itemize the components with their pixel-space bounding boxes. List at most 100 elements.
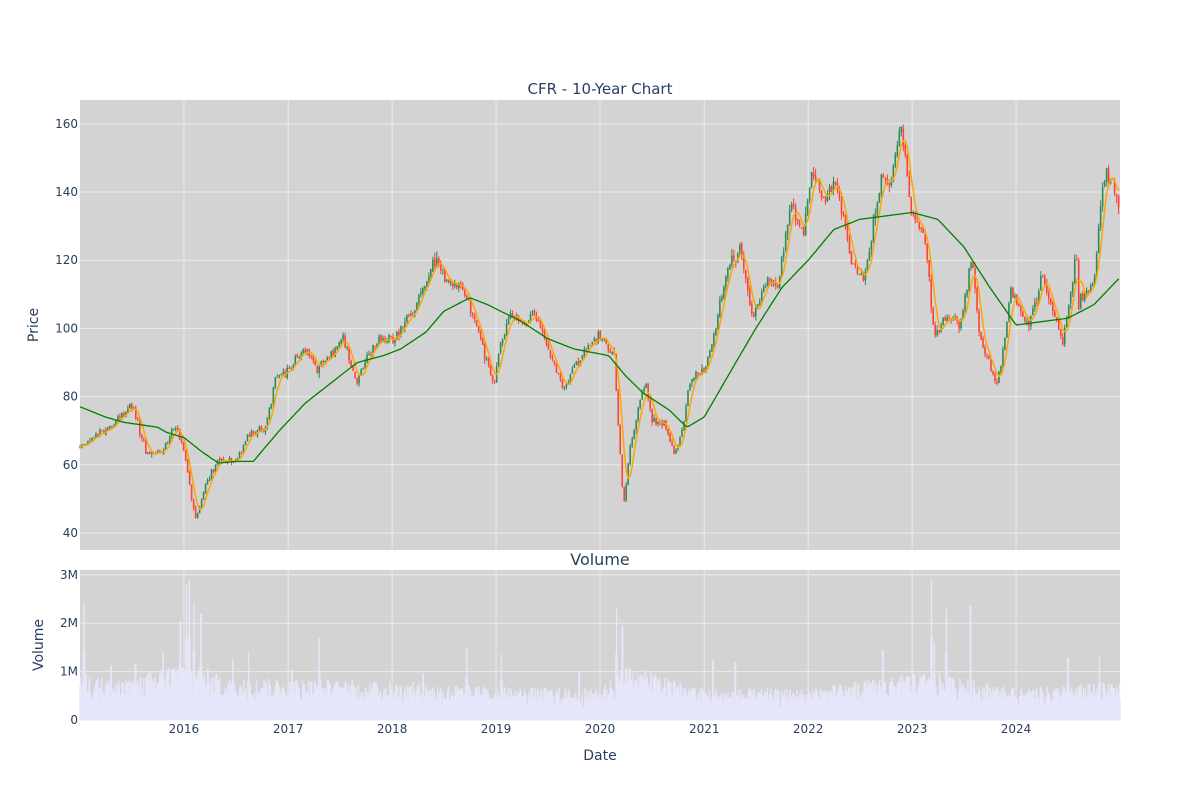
- candle-body: [398, 331, 400, 336]
- candle-body: [743, 256, 745, 270]
- candle-body: [567, 382, 570, 384]
- candle-body: [463, 290, 466, 296]
- candle-body: [541, 328, 544, 332]
- candle-body: [382, 338, 384, 341]
- date-tick-label: 2017: [273, 722, 304, 736]
- date-tick-label: 2022: [793, 722, 824, 736]
- candle-body: [174, 427, 177, 430]
- candle-body: [242, 445, 245, 453]
- candle-body: [870, 241, 873, 250]
- candle-body: [725, 276, 727, 288]
- candle-body: [633, 429, 635, 440]
- volume-bar: [1112, 688, 1114, 720]
- candle-body: [547, 343, 550, 350]
- candle-body: [1016, 294, 1018, 305]
- candle-body: [192, 499, 195, 509]
- candle-body: [372, 344, 374, 354]
- candle-body: [868, 251, 871, 260]
- candle-body: [300, 352, 303, 359]
- candle-body: [252, 431, 255, 434]
- candle-body: [418, 294, 420, 303]
- candle-body: [350, 360, 352, 367]
- candle-body: [1010, 287, 1012, 304]
- candle-body: [637, 407, 639, 421]
- candle-body: [643, 388, 645, 392]
- candle-body: [142, 438, 145, 441]
- volume-bar: [953, 683, 955, 720]
- candle-body: [717, 314, 719, 329]
- candle-body: [184, 450, 187, 461]
- candle-body: [750, 303, 753, 314]
- volume-bar: [166, 671, 168, 720]
- candle-body: [430, 269, 432, 277]
- candle-body: [180, 439, 183, 444]
- candle-body: [914, 215, 917, 220]
- volume-bars: [79, 579, 1121, 720]
- volume-bar: [815, 687, 817, 720]
- candle-body: [703, 368, 705, 373]
- candle-body: [87, 440, 89, 445]
- candle-body: [230, 458, 233, 463]
- candle-body: [976, 287, 978, 311]
- candle-body: [872, 218, 875, 243]
- candle-body: [473, 315, 476, 320]
- candle-body: [535, 316, 538, 321]
- candle-body: [653, 417, 655, 422]
- candle-body: [860, 272, 863, 275]
- candle-body: [800, 227, 803, 229]
- candle-body: [840, 199, 843, 214]
- price-axis-label: Price: [26, 308, 42, 342]
- candle-body: [137, 418, 139, 420]
- candle-body: [485, 358, 488, 360]
- candle-body: [493, 381, 496, 383]
- candle-body: [551, 357, 554, 361]
- volume-bar: [636, 673, 639, 720]
- candle-body: [453, 283, 456, 287]
- candle-body: [1002, 349, 1004, 367]
- candle-body: [599, 330, 602, 341]
- candle-body: [420, 292, 422, 295]
- candle-body: [150, 452, 153, 454]
- candle-body: [858, 274, 861, 276]
- candle-body: [623, 486, 626, 501]
- candle-body: [129, 404, 131, 409]
- candle-body: [705, 366, 707, 373]
- candle-body: [461, 283, 464, 291]
- candle-body: [932, 308, 934, 325]
- candle-body: [200, 499, 203, 507]
- candle-body: [1107, 168, 1110, 184]
- candle-body: [661, 421, 663, 426]
- candle-body: [95, 433, 97, 438]
- candle-body: [115, 420, 117, 426]
- candle-body: [701, 368, 703, 376]
- candle-body: [348, 347, 350, 361]
- candle-body: [936, 329, 938, 336]
- candle-body: [968, 268, 970, 291]
- candle-body: [368, 354, 370, 355]
- volume-bar: [88, 676, 91, 720]
- candle-body: [434, 258, 436, 268]
- candle-body: [737, 253, 739, 262]
- candle-body: [503, 334, 506, 339]
- candle-body: [1053, 311, 1056, 318]
- candle-body: [958, 321, 960, 329]
- volume-bar: [131, 683, 133, 720]
- candle-body: [842, 212, 845, 216]
- candle-body: [445, 279, 448, 282]
- candle-body: [1115, 194, 1118, 197]
- price-tick-label: 60: [63, 458, 78, 472]
- price-tick-label: 40: [63, 526, 78, 540]
- candle-body: [695, 371, 697, 379]
- candle-body: [878, 192, 881, 203]
- candle-body: [850, 251, 853, 264]
- volume-bar: [1119, 699, 1121, 720]
- candle-body: [824, 196, 827, 203]
- candle-body: [1087, 290, 1090, 292]
- volume-bar: [508, 687, 510, 720]
- candle-body: [1077, 260, 1080, 310]
- candle-body: [336, 346, 338, 350]
- candle-body: [144, 440, 147, 454]
- candle-body: [1050, 298, 1052, 304]
- candle-body: [982, 338, 984, 348]
- volume-bar: [406, 685, 409, 720]
